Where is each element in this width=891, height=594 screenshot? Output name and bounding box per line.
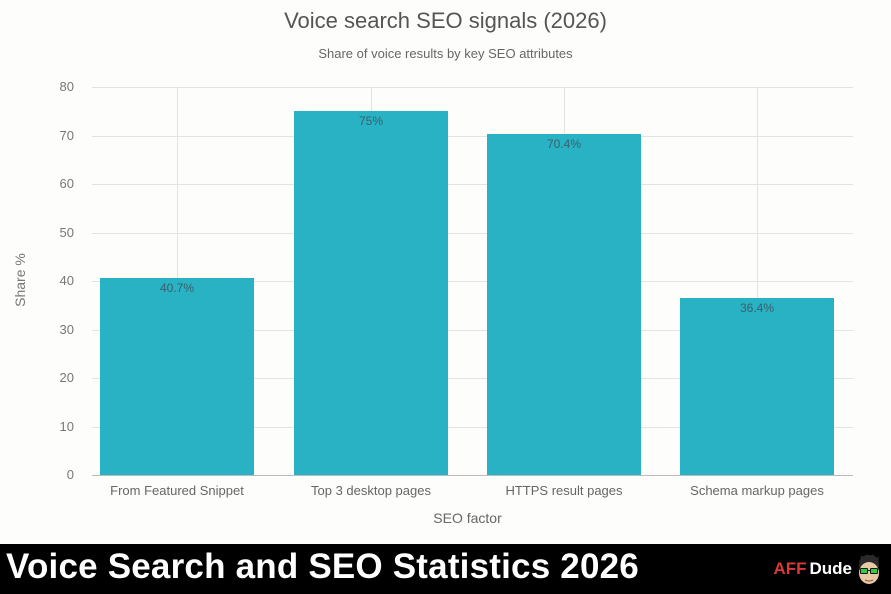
y-tick-label: 70 <box>59 127 74 143</box>
chart-subtitle: Share of voice results by key SEO attrib… <box>318 46 573 61</box>
bar-value-label: 70.4% <box>546 136 582 151</box>
chart-title: Voice search SEO signals (2026) <box>284 8 607 33</box>
brand-logo: AFF Dude <box>773 552 883 586</box>
gridline-horizontal <box>92 329 853 331</box>
x-tick-label: From Featured Snippet <box>110 483 244 498</box>
y-axis-label: Share % <box>12 253 28 307</box>
x-tick-label: Top 3 desktop pages <box>311 483 431 498</box>
y-tick-label: 20 <box>59 370 74 385</box>
y-tick-label: 50 <box>59 224 74 240</box>
bar-value-label: 75% <box>358 114 384 129</box>
y-tick-label: 60 <box>59 176 74 191</box>
gridline-horizontal <box>92 87 853 88</box>
x-tick-label: Schema markup pages <box>690 483 824 498</box>
gridline-horizontal <box>92 135 853 137</box>
footer-title: Voice Search and SEO Statistics 2026 <box>6 547 639 586</box>
plot-area: 40.7% 75% 70.4% 36.4% <box>92 87 853 476</box>
bar: 36.4% <box>680 298 834 475</box>
bar: 75% <box>294 111 448 475</box>
gridline-horizontal <box>92 232 853 234</box>
gridline-vertical <box>757 87 758 475</box>
bar-value-label: 40.7% <box>159 280 195 295</box>
footer-banner: Voice Search and SEO Statistics 2026 AFF… <box>0 544 891 594</box>
gridline-horizontal <box>92 426 853 428</box>
y-tick-label: 10 <box>59 418 74 434</box>
bar-value-label: 36.4% <box>739 301 775 316</box>
y-tick-label: 40 <box>59 273 74 288</box>
bar: 40.7% <box>100 277 254 475</box>
gridline-horizontal <box>92 378 853 379</box>
y-tick-label: 80 <box>59 79 74 94</box>
gridline-horizontal <box>92 281 853 282</box>
y-tick-label: 0 <box>66 467 74 482</box>
logo-text-dude: Dude <box>809 559 853 578</box>
gridline-horizontal <box>92 184 853 185</box>
x-axis-label: SEO factor <box>433 510 502 526</box>
x-axis-line <box>92 475 853 476</box>
logo-text-aff: AFF <box>773 559 807 578</box>
avatar-icon <box>859 554 879 584</box>
bar: 70.4% <box>487 133 641 475</box>
y-tick-label: 30 <box>59 321 74 337</box>
x-tick-label: HTTPS result pages <box>505 483 623 498</box>
